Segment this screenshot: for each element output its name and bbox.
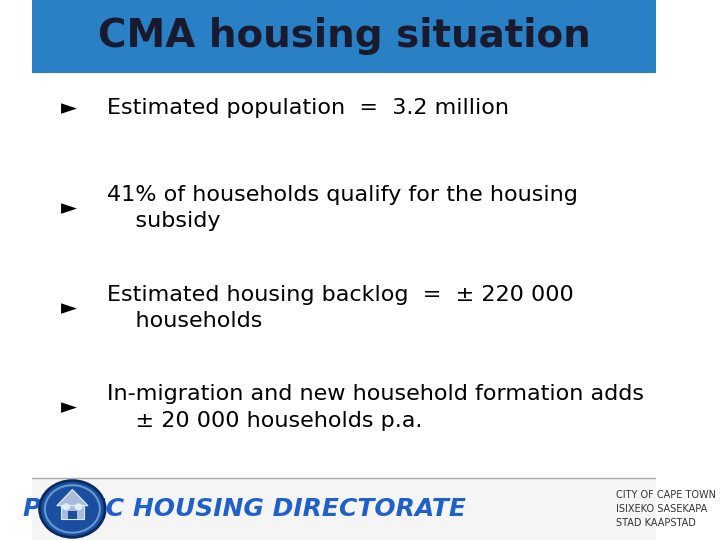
Ellipse shape: [40, 481, 105, 537]
FancyBboxPatch shape: [32, 478, 656, 540]
Circle shape: [62, 503, 70, 510]
Text: Estimated population  =  3.2 million: Estimated population = 3.2 million: [107, 98, 509, 118]
Text: ►: ►: [61, 298, 77, 318]
Text: CMA housing situation: CMA housing situation: [98, 17, 590, 56]
FancyBboxPatch shape: [68, 511, 77, 519]
Text: In-migration and new household formation adds
    ± 20 000 households p.a.: In-migration and new household formation…: [107, 384, 644, 431]
Text: Estimated housing backlog  =  ± 220 000
    households: Estimated housing backlog = ± 220 000 ho…: [107, 285, 573, 331]
Text: PUBLIC HOUSING DIRECTORATE: PUBLIC HOUSING DIRECTORATE: [22, 497, 466, 521]
Polygon shape: [57, 489, 88, 505]
FancyBboxPatch shape: [61, 505, 84, 519]
Text: ►: ►: [61, 98, 77, 118]
Circle shape: [75, 503, 83, 510]
FancyBboxPatch shape: [32, 0, 656, 73]
Text: CITY OF CAPE TOWN
ISIXEKO SASEKAPA
STAD KAAPSTAD: CITY OF CAPE TOWN ISIXEKO SASEKAPA STAD …: [616, 490, 716, 528]
Text: 41% of households qualify for the housing
    subsidy: 41% of households qualify for the housin…: [107, 185, 577, 231]
Text: ►: ►: [61, 397, 77, 418]
Text: ►: ►: [61, 198, 77, 218]
